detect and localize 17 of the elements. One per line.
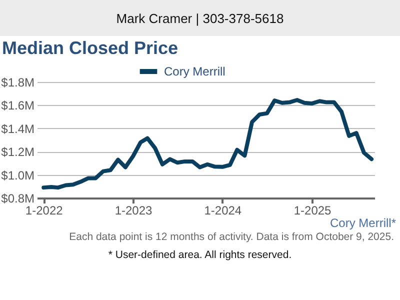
chart-title: Median Closed Price: [1, 37, 180, 60]
y-tick-label: $1.0M: [1, 168, 34, 182]
y-tick-label: $1.2M: [1, 145, 34, 160]
x-tick-label: 1-2023: [114, 204, 153, 218]
text: Mark Cramer | 303-378-5618: [0, 0, 400, 36]
text: Cory Merrill*: [329, 216, 397, 230]
y-tick-label: $1.4M: [1, 122, 34, 136]
y-tick-label: $0.8M: [1, 192, 34, 206]
line-series: [42, 98, 374, 190]
x-tick-label: 1-2024: [204, 204, 242, 218]
y-tick-label: $1.8M: [1, 76, 34, 90]
text: * User-defined area. All rights reserved.: [107, 249, 293, 261]
text: Each data point is 12 months of activity. Data is from October 9, 2025.: [68, 231, 395, 243]
x-tick-label: 1-2022: [25, 204, 64, 218]
legend-label: Cory Merrill: [164, 64, 226, 78]
y-tick-label: $1.6M: [1, 98, 34, 113]
x-tick-label: 1-2025: [294, 204, 332, 218]
